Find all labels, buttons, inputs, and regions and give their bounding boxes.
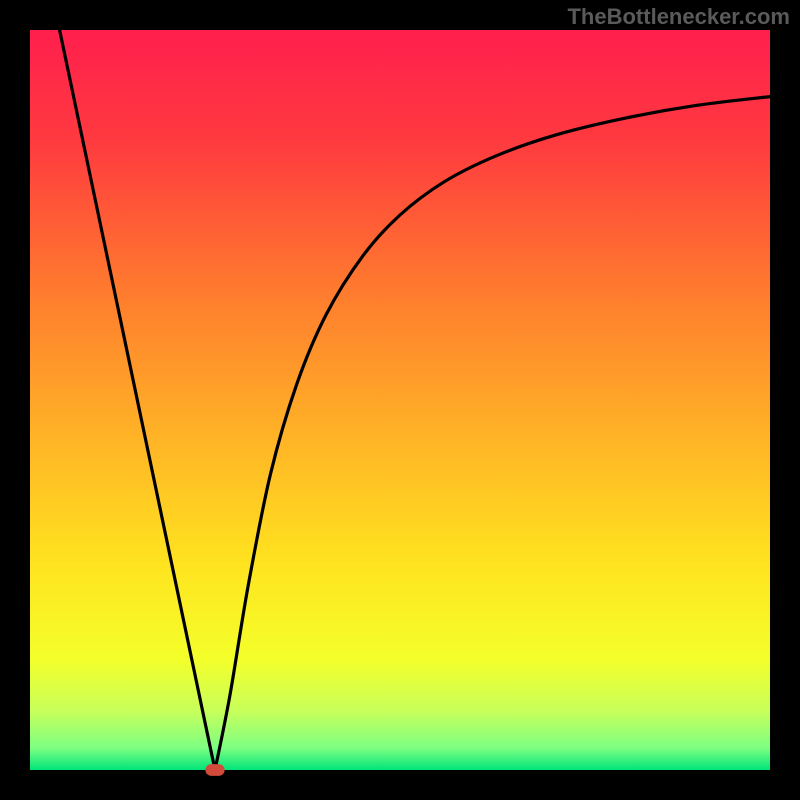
plot-heatmap [30,30,770,770]
minimum-marker [205,764,224,776]
chart-stage: TheBottlenecker.com [0,0,800,800]
bottleneck-chart [0,0,800,800]
